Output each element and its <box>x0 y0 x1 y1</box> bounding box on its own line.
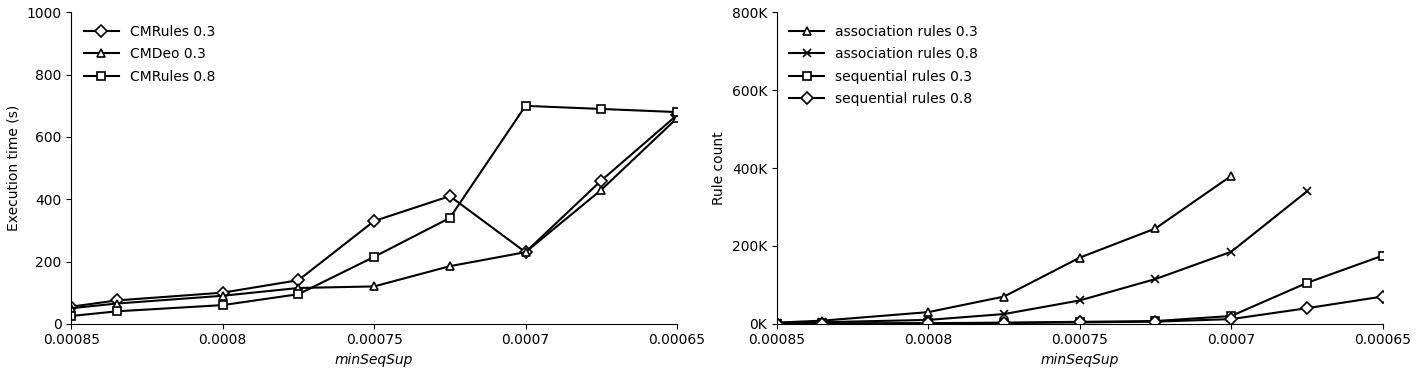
CMRules 0.3 <box>289 278 306 282</box>
sequential rules 0.3 <box>1071 320 1088 324</box>
association rules 0.8 <box>814 320 831 325</box>
Line: association rules 0.8: association rules 0.8 <box>773 187 1312 327</box>
CMRules 0.3 <box>441 194 458 198</box>
CMDeo 0.3 <box>593 188 610 192</box>
association rules 0.3 <box>769 321 786 325</box>
Line: CMRules 0.3: CMRules 0.3 <box>67 111 681 311</box>
CMRules 0.8 <box>62 314 79 318</box>
Line: association rules 0.3: association rules 0.3 <box>773 172 1235 327</box>
CMDeo 0.3 <box>441 264 458 269</box>
CMRules 0.8 <box>289 292 306 297</box>
sequential rules 0.3 <box>1222 314 1239 318</box>
CMDeo 0.3 <box>668 116 685 120</box>
association rules 0.8 <box>920 318 937 322</box>
sequential rules 0.3 <box>995 321 1012 325</box>
X-axis label: minSeqSup: minSeqSup <box>335 353 413 367</box>
association rules 0.8 <box>995 312 1012 316</box>
Line: sequential rules 0.3: sequential rules 0.3 <box>773 251 1387 328</box>
CMRules 0.8 <box>668 110 685 114</box>
sequential rules 0.8 <box>1299 306 1316 310</box>
association rules 0.3 <box>814 318 831 323</box>
association rules 0.8 <box>769 321 786 325</box>
CMRules 0.3 <box>593 178 610 183</box>
sequential rules 0.8 <box>995 321 1012 325</box>
CMRules 0.8 <box>108 309 125 313</box>
sequential rules 0.3 <box>814 321 831 326</box>
Legend: CMRules 0.3, CMDeo 0.3, CMRules 0.8: CMRules 0.3, CMDeo 0.3, CMRules 0.8 <box>78 19 221 89</box>
sequential rules 0.8 <box>1147 319 1164 324</box>
sequential rules 0.3 <box>769 321 786 326</box>
CMDeo 0.3 <box>366 284 383 289</box>
CMRules 0.8 <box>214 303 231 307</box>
sequential rules 0.8 <box>1374 294 1391 299</box>
association rules 0.3 <box>920 310 937 314</box>
CMDeo 0.3 <box>108 301 125 306</box>
CMRules 0.3 <box>518 250 535 254</box>
sequential rules 0.3 <box>1147 319 1164 323</box>
CMRules 0.3 <box>366 219 383 223</box>
CMDeo 0.3 <box>214 294 231 298</box>
CMRules 0.3 <box>668 113 685 117</box>
association rules 0.8 <box>1147 277 1164 281</box>
CMRules 0.3 <box>214 290 231 295</box>
CMDeo 0.3 <box>518 250 535 254</box>
association rules 0.3 <box>1147 226 1164 231</box>
sequential rules 0.8 <box>1222 317 1239 321</box>
association rules 0.3 <box>1222 174 1239 178</box>
sequential rules 0.8 <box>769 322 786 326</box>
CMRules 0.8 <box>518 104 535 108</box>
association rules 0.3 <box>1071 255 1088 260</box>
Legend: association rules 0.3, association rules 0.8, sequential rules 0.3, sequential r: association rules 0.3, association rules… <box>784 19 984 111</box>
sequential rules 0.3 <box>1374 254 1391 258</box>
CMRules 0.3 <box>108 298 125 303</box>
sequential rules 0.8 <box>814 321 831 326</box>
Line: sequential rules 0.8: sequential rules 0.8 <box>773 292 1387 328</box>
association rules 0.8 <box>1299 189 1316 194</box>
CMRules 0.8 <box>593 107 610 111</box>
CMDeo 0.3 <box>62 306 79 310</box>
Y-axis label: Rule count: Rule count <box>712 131 726 205</box>
Line: CMDeo 0.3: CMDeo 0.3 <box>67 114 681 312</box>
association rules 0.3 <box>995 294 1012 299</box>
association rules 0.8 <box>1222 249 1239 254</box>
sequential rules 0.3 <box>1299 280 1316 285</box>
CMRules 0.8 <box>441 216 458 220</box>
CMRules 0.3 <box>62 304 79 309</box>
sequential rules 0.8 <box>920 321 937 326</box>
CMDeo 0.3 <box>289 286 306 290</box>
association rules 0.8 <box>1071 298 1088 303</box>
X-axis label: minSeqSup: minSeqSup <box>1041 353 1119 367</box>
CMRules 0.8 <box>366 255 383 259</box>
sequential rules 0.3 <box>920 321 937 325</box>
Y-axis label: Execution time (s): Execution time (s) <box>7 105 21 231</box>
sequential rules 0.8 <box>1071 320 1088 325</box>
Line: CMRules 0.8: CMRules 0.8 <box>67 102 681 320</box>
